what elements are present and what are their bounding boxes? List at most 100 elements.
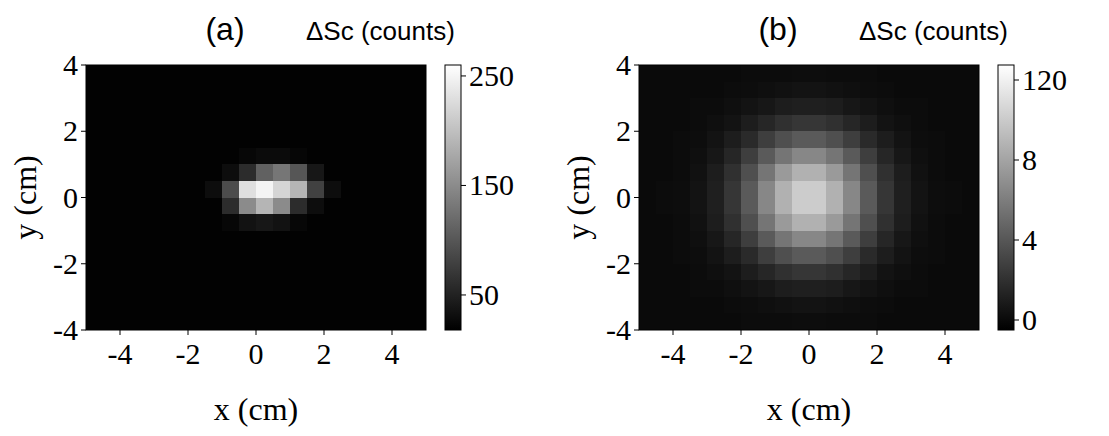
cell: [673, 82, 691, 99]
cell: [239, 264, 257, 281]
x-axis-title: x (cm): [767, 391, 851, 427]
x-tick-label: -2: [729, 337, 754, 370]
cell: [154, 181, 172, 198]
cell: [341, 264, 359, 281]
cell: [341, 164, 359, 181]
cell: [137, 231, 155, 248]
cell: [792, 98, 810, 115]
colorbar: [998, 65, 1014, 330]
cell: [188, 198, 206, 215]
cell: [171, 131, 189, 148]
colorbar-tick: [1014, 80, 1019, 81]
cell: [724, 214, 742, 231]
cell: [188, 65, 206, 82]
cell: [724, 148, 742, 165]
cell: [307, 148, 325, 165]
cell: [358, 313, 376, 330]
cell: [103, 280, 121, 297]
cell: [741, 65, 759, 82]
cell: [239, 313, 257, 330]
x-tick: [673, 330, 674, 335]
cell: [409, 247, 426, 264]
cell: [945, 65, 963, 82]
cell: [171, 148, 189, 165]
cell: [188, 82, 206, 99]
cell: [809, 313, 827, 330]
cell: [171, 115, 189, 132]
cell: [392, 115, 410, 132]
cell: [188, 164, 206, 181]
cell: [307, 214, 325, 231]
cell: [392, 280, 410, 297]
cell: [375, 82, 393, 99]
cell: [809, 264, 827, 281]
cell: [154, 198, 172, 215]
cell: [86, 115, 104, 132]
cell: [741, 231, 759, 248]
cell: [724, 280, 742, 297]
cell: [409, 313, 426, 330]
x-tick-label: 0: [249, 337, 264, 370]
cell: [324, 164, 342, 181]
cell: [724, 164, 742, 181]
cell: [239, 148, 257, 165]
cell: [137, 65, 155, 82]
cell: [656, 181, 674, 198]
cell: [775, 231, 793, 248]
cell: [120, 231, 138, 248]
cell: [188, 98, 206, 115]
cell: [673, 98, 691, 115]
cell: [239, 181, 257, 198]
cell: [392, 82, 410, 99]
cell: [239, 247, 257, 264]
cell: [860, 313, 878, 330]
colorbar-tick: [461, 185, 466, 186]
cell: [239, 82, 257, 99]
cell: [724, 65, 742, 82]
cell: [809, 131, 827, 148]
cell: [792, 231, 810, 248]
cell: [137, 280, 155, 297]
cell: [324, 181, 342, 198]
cell: [103, 297, 121, 314]
cell: [656, 115, 674, 132]
colorbar-tick: [1014, 320, 1019, 321]
cell: [341, 82, 359, 99]
cell: [656, 264, 674, 281]
cell: [707, 247, 725, 264]
cell: [860, 247, 878, 264]
cell: [290, 247, 308, 264]
cell: [256, 264, 274, 281]
cell: [792, 297, 810, 314]
cell: [690, 98, 708, 115]
cell: [222, 264, 240, 281]
cell: [656, 164, 674, 181]
cell: [656, 98, 674, 115]
cell: [673, 214, 691, 231]
cell: [792, 148, 810, 165]
cell: [877, 131, 895, 148]
cell: [860, 148, 878, 165]
cell: [673, 231, 691, 248]
cell: [673, 148, 691, 165]
cell: [307, 65, 325, 82]
cell: [307, 313, 325, 330]
cell: [358, 264, 376, 281]
cell: [894, 131, 912, 148]
cell: [120, 198, 138, 215]
cell: [341, 131, 359, 148]
cell: [639, 115, 657, 132]
cell: [324, 280, 342, 297]
cell: [928, 231, 946, 248]
cell: [358, 231, 376, 248]
cell: [205, 313, 223, 330]
cell: [877, 231, 895, 248]
cell: [656, 198, 674, 215]
cell: [911, 264, 929, 281]
cell: [86, 164, 104, 181]
cell: [171, 297, 189, 314]
cell: [894, 264, 912, 281]
cell: [758, 164, 776, 181]
cells: [639, 65, 979, 330]
cell: [375, 65, 393, 82]
